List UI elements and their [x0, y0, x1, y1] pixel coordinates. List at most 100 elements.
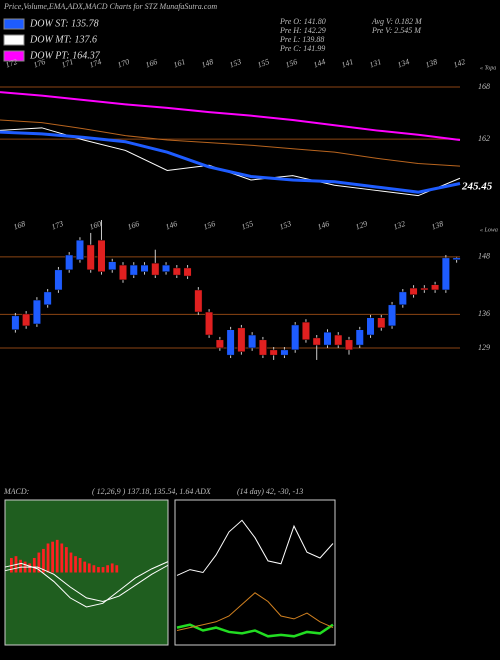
adx-line	[176, 592, 334, 631]
candle-body	[65, 254, 74, 271]
histogram-bar	[19, 559, 22, 573]
candle-body	[108, 261, 117, 271]
candle-body	[441, 257, 450, 291]
candle-body	[140, 264, 149, 273]
macd-line	[4, 564, 169, 603]
candle-body	[97, 239, 106, 273]
date-label: 156	[202, 219, 216, 232]
date-label: 160	[88, 219, 102, 232]
adx-line	[176, 623, 334, 638]
histogram-bar	[46, 543, 50, 573]
date-label: 146	[316, 219, 330, 232]
histogram-bar	[60, 543, 64, 573]
candle-body	[377, 317, 386, 329]
legend-label: DOW MT: 137.6	[29, 34, 97, 45]
line-series	[0, 91, 461, 141]
histogram-bar	[97, 567, 100, 573]
candle-body	[258, 339, 267, 356]
date-label: 168	[12, 219, 26, 232]
candle-body	[334, 334, 343, 346]
date-label: 134	[396, 57, 410, 70]
y-tick-label: 136	[478, 309, 490, 318]
stat: Pre L: 139.88	[279, 35, 324, 44]
corner-label: « Lowa	[480, 227, 498, 233]
candle-body	[75, 239, 84, 261]
y-tick-label: 168	[478, 82, 490, 91]
stat: Pre V: 2.545 M	[371, 26, 422, 35]
adx-line	[176, 519, 334, 576]
macd-label: MACD:	[3, 487, 30, 496]
legend-swatch	[3, 18, 25, 30]
candle-body	[431, 284, 440, 291]
date-label: 141	[340, 57, 354, 70]
date-label: 132	[392, 219, 406, 232]
line-series	[0, 130, 461, 194]
date-label: 153	[278, 219, 292, 232]
histogram-bar	[37, 552, 41, 573]
stat: Pre C: 141.99	[279, 44, 325, 53]
date-label: 171	[60, 57, 74, 70]
candle-body	[183, 267, 192, 277]
candle-body	[269, 349, 278, 356]
histogram-bar	[115, 565, 119, 573]
date-label: 142	[452, 57, 466, 70]
date-label: 155	[256, 57, 270, 70]
histogram-bar	[32, 558, 36, 573]
candle-body	[420, 287, 429, 291]
legend-swatch	[3, 34, 25, 46]
histogram-bar	[28, 563, 32, 573]
candle-body	[226, 329, 235, 356]
date-label: 156	[284, 57, 298, 70]
line-series	[0, 127, 461, 197]
candle-body	[129, 264, 138, 276]
candle-body	[151, 262, 160, 276]
histogram-bar	[51, 541, 54, 573]
date-label: 172	[4, 57, 18, 70]
date-label: 138	[424, 57, 438, 70]
candle-body	[162, 264, 171, 273]
candle-body	[398, 291, 407, 306]
candle-body	[452, 257, 461, 261]
histogram-bar	[74, 556, 77, 573]
candle-body	[172, 267, 181, 276]
histogram-bar	[87, 563, 91, 573]
y-tick-label: 129	[478, 343, 490, 352]
date-label: 166	[144, 57, 158, 70]
adx-label: (14 day) 42, -30, -13	[237, 487, 303, 496]
histogram-bar	[83, 561, 87, 573]
stat: Avg V: 0.182 M	[371, 17, 423, 26]
legend-label: DOW ST: 135.78	[29, 18, 99, 29]
stat: Pre H: 142.29	[279, 26, 326, 35]
candle-body	[409, 287, 418, 296]
candle-body	[291, 324, 300, 351]
date-label: 144	[312, 57, 326, 70]
histogram-bar	[110, 563, 114, 573]
panel-bg	[4, 499, 169, 646]
candle-body	[54, 269, 63, 291]
candle-body	[215, 339, 224, 349]
panel-bg	[174, 499, 336, 646]
candle-body	[344, 339, 354, 351]
candle-body	[43, 291, 52, 306]
date-label: 170	[116, 57, 130, 70]
candle-body	[248, 334, 257, 349]
y-tick-label: 162	[478, 134, 490, 143]
date-label: 131	[368, 57, 382, 70]
date-label: 173	[50, 219, 64, 232]
candle-body	[205, 311, 214, 336]
candle-body	[280, 349, 289, 356]
candle-body	[237, 327, 246, 353]
candle-body	[32, 299, 41, 325]
date-label: 174	[88, 57, 102, 70]
title: Price,Volume,EMA,ADX,MACD Charts for STZ…	[3, 2, 217, 11]
candle-body	[11, 315, 20, 330]
date-label: 129	[354, 219, 368, 232]
candle-body	[86, 244, 95, 271]
histogram-bar	[101, 567, 105, 573]
y-tick-label: 148	[478, 252, 490, 261]
date-label: 161	[172, 57, 186, 70]
date-label: 166	[126, 219, 140, 232]
candle-body	[22, 313, 31, 327]
date-label: 138	[430, 219, 444, 232]
